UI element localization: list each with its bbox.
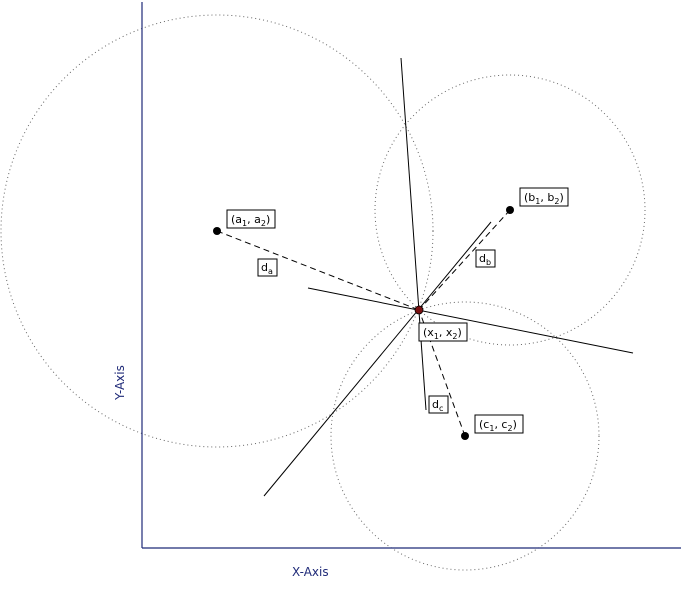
label-x: (x1, x2) (418, 322, 468, 342)
circle-b (374, 74, 646, 346)
label-a: (a1, a2) (226, 209, 276, 229)
distance-line-a (216, 230, 420, 311)
tangent-line-c (263, 221, 492, 497)
svg-text:(a1, a2): (a1, a2) (231, 213, 270, 228)
tangent-line-b (307, 287, 634, 354)
distance-line-b (418, 209, 511, 311)
point-c (461, 432, 469, 440)
svg-text:da: da (261, 261, 273, 276)
svg-text:(c1, c2): (c1, c2) (479, 418, 517, 433)
svg-text:db: db (479, 252, 491, 267)
point-b (506, 206, 514, 214)
label-dc: dc (428, 395, 449, 414)
label-b: (b1, b2) (519, 187, 569, 207)
circle-c (330, 301, 600, 571)
svg-text:(x1, x2): (x1, x2) (423, 326, 462, 341)
tangent-line-a (400, 57, 427, 411)
label-db: db (475, 249, 496, 268)
svg-text:dc: dc (432, 398, 443, 413)
x-axis-label: X-Axis (292, 565, 329, 579)
svg-text:(b1, b2): (b1, b2) (524, 191, 564, 206)
point-a (213, 227, 221, 235)
y-axis-label: Y-Axis (113, 365, 127, 401)
label-da: da (257, 258, 278, 277)
label-c: (c1, c2) (474, 414, 524, 434)
point-x (414, 305, 424, 315)
circle-a (0, 14, 434, 448)
